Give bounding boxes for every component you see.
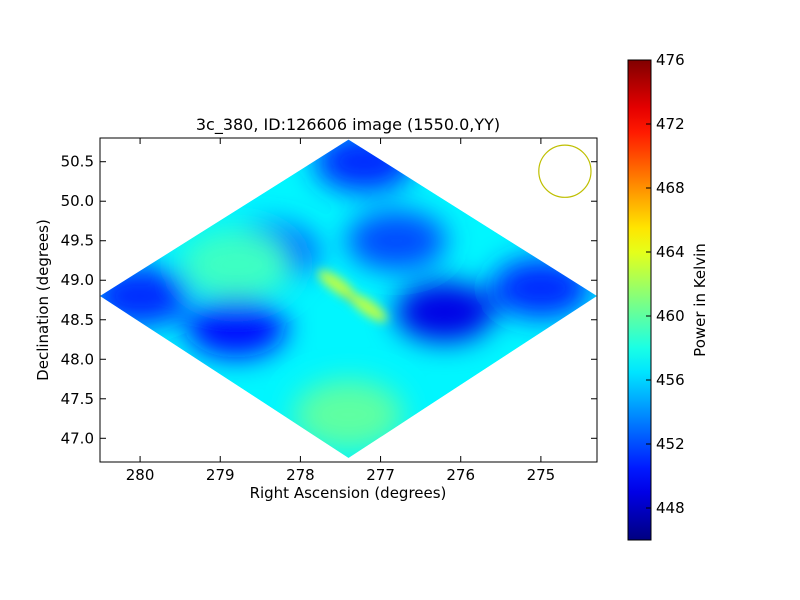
x-tick-label: 280 [126, 466, 155, 484]
y-tick-label: 50.0 [61, 192, 94, 210]
heatmap-trough-8 [100, 266, 191, 326]
heatmap-background [100, 139, 597, 458]
colorbar [627, 59, 652, 541]
heatmap-image [100, 139, 597, 458]
y-tick-label: 47.5 [61, 390, 94, 408]
chart-title: 3c_380, ID:126606 image (1550.0,YY) [196, 115, 500, 135]
y-tick-label: 50.5 [61, 153, 94, 171]
heatmap-warm-12 [181, 229, 292, 300]
y-axis-label: Declination (degrees) [34, 219, 52, 381]
beam-marker [538, 144, 592, 198]
heatmap-ridge-2 [318, 270, 355, 299]
x-tick-label: 278 [286, 466, 315, 484]
x-tick-label: 276 [446, 466, 475, 484]
axes-frame [99, 137, 598, 463]
heatmap-trough-7 [490, 258, 591, 319]
colorbar-tick-label: 452 [656, 435, 685, 453]
x-axis-label: Right Ascension (degrees) [250, 484, 447, 502]
y-axis-ticks: 47.0 47.5 48.0 48.5 49.0 49.5 50.0 50.5 [61, 153, 597, 447]
y-tick-label: 48.5 [61, 311, 94, 329]
colorbar-tick-label: 464 [656, 243, 685, 261]
x-tick-label: 279 [206, 466, 235, 484]
heatmap-peaks [318, 270, 387, 322]
colorbar-ticks: 448 452 456 460 464 468 472 476 [646, 51, 685, 517]
heatmap-trough-9 [346, 210, 447, 271]
x-tick-label: 277 [366, 466, 395, 484]
colorbar-tick-label: 476 [656, 51, 685, 69]
colorbar-tick-label: 448 [656, 499, 685, 517]
heatmap-ridge-3 [350, 294, 387, 322]
y-tick-label: 48.0 [61, 350, 94, 368]
y-tick-label: 49.0 [61, 271, 94, 289]
colorbar-tick-label: 460 [656, 307, 685, 325]
colorbar-tick-label: 472 [656, 115, 685, 133]
heatmap-trough-6 [314, 139, 415, 192]
heatmap-trough-4 [394, 281, 495, 342]
y-tick-label: 47.0 [61, 429, 94, 447]
heatmap-warm-11 [293, 379, 404, 450]
x-tick-label: 275 [527, 466, 556, 484]
x-axis-ticks: 280 279 278 277 276 275 [126, 138, 555, 484]
colorbar-tick-label: 468 [656, 179, 685, 197]
y-tick-label: 49.5 [61, 232, 94, 250]
heatmap-trough-5 [186, 297, 287, 358]
colorbar-label: Power in Kelvin [691, 243, 709, 357]
colorbar-tick-label: 456 [656, 371, 685, 389]
